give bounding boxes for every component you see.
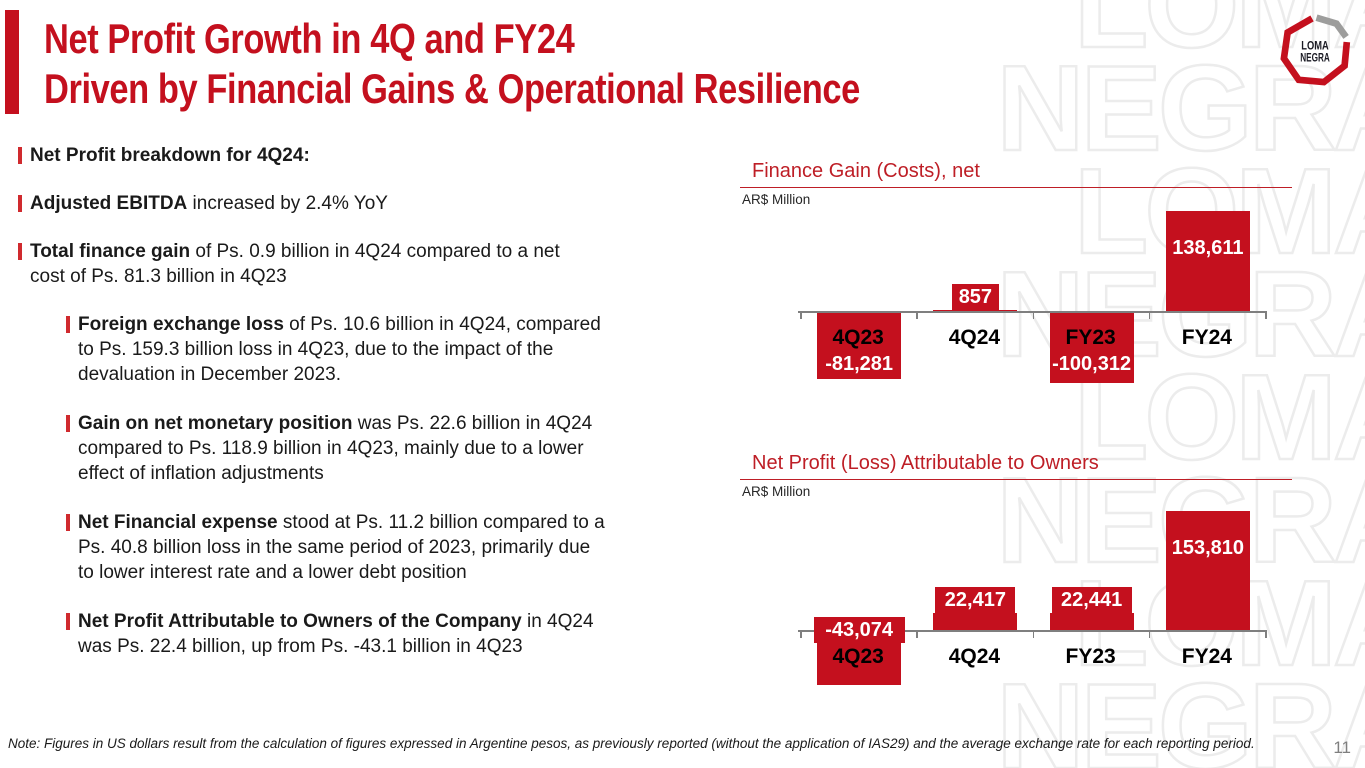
category-label-FY23: FY23 <box>1065 326 1116 349</box>
bullet-marker <box>66 316 70 333</box>
chart-net-profit: Net Profit (Loss) Attributable to Owners… <box>740 447 1292 702</box>
category-label-FY23: FY23 <box>1065 645 1116 668</box>
bullet-text: Net Profit breakdown for 4Q24: <box>30 145 310 166</box>
axis-tick <box>800 312 802 319</box>
category-label-FY24: FY24 <box>1181 326 1232 349</box>
chart-title-underline <box>740 479 1292 480</box>
category-label-4Q23: 4Q23 <box>832 326 884 349</box>
watermark-word: NEGRA <box>995 40 1365 176</box>
bullet-text: Net Financial expense stood at Ps. 11.2 … <box>78 512 605 583</box>
chart-title-underline <box>740 187 1292 188</box>
loma-negra-logo: LOMA NEGRA <box>1280 14 1351 86</box>
axis-tick <box>1148 631 1151 638</box>
chart-plot: -81,281 4Q23 857 4Q24 -100,312 FY23 138,611 FY2… <box>798 155 1267 400</box>
bar-value-label: 22,417 <box>935 586 1016 613</box>
bullet-marker <box>66 613 70 630</box>
bar-value-label: 138,611 <box>1172 237 1244 259</box>
title-line-1: Net Profit Growth in 4Q and FY24 <box>44 15 575 62</box>
logo-text-line1: LOMA <box>1301 39 1329 53</box>
chart-unit-label: AR$ Million <box>742 192 811 207</box>
axis-tick <box>1032 631 1034 638</box>
axis-tick <box>1148 312 1151 319</box>
bar-FY23 <box>1049 311 1134 384</box>
footnote: Note: Figures in US dollars result from … <box>8 736 1255 751</box>
logo-ring-gray <box>1315 14 1349 39</box>
page-title: Net Profit Growth in 4Q and FY24 Driven … <box>44 14 1039 114</box>
chart-unit-label: AR$ Million <box>742 484 811 499</box>
bullet-item: Net Financial expense stood at Ps. 11.2 … <box>66 510 708 585</box>
bullet-text: Adjusted EBITDA increased by 2.4% YoY <box>30 193 388 214</box>
bullet-text: Foreign exchange loss of Ps. 10.6 billio… <box>78 314 601 385</box>
bullet-marker <box>18 195 22 212</box>
logo-text-line2: NEGRA <box>1300 50 1330 64</box>
axis-tick <box>1032 312 1034 319</box>
bar-value-label: -81,281 <box>825 353 894 375</box>
bullet-item: Foreign exchange loss of Ps. 10.6 billio… <box>66 312 708 387</box>
bar-value-label: -100,312 <box>1052 353 1132 375</box>
bullet-list: Net Profit breakdown for 4Q24: Adjusted E… <box>18 143 708 683</box>
bar-FY24 <box>1165 511 1250 630</box>
axis-tick <box>1265 312 1267 319</box>
bullet-item: Net Profit breakdown for 4Q24: <box>18 143 708 168</box>
bullet-item: Adjusted EBITDA increased by 2.4% YoY <box>18 191 708 216</box>
category-label-4Q24: 4Q24 <box>948 326 1001 349</box>
bar-4Q24 <box>933 612 1018 630</box>
axis-tick <box>800 631 802 638</box>
bullet-text: Total finance gain of Ps. 0.9 billion in… <box>30 241 560 287</box>
axis-tick <box>916 312 918 319</box>
bar-4Q24 <box>933 310 1018 312</box>
bar-value-label: 857 <box>951 284 999 311</box>
bar-FY24 <box>1165 211 1250 311</box>
bullet-item: Net Profit Attributable to Owners of the… <box>66 609 708 659</box>
chart-title: Net Profit (Loss) Attributable to Owners <box>752 452 1099 474</box>
chart-title: Finance Gain (Costs), net <box>752 160 980 182</box>
bullet-marker <box>66 514 70 531</box>
bullet-marker <box>66 415 70 432</box>
bar-value-label: 22,441 <box>1051 586 1132 613</box>
category-label-FY24: FY24 <box>1181 645 1232 668</box>
bullet-text: Net Profit Attributable to Owners of the… <box>78 611 594 657</box>
axis-tick <box>1265 631 1267 638</box>
bar-value-label: 153,810 <box>1171 537 1245 559</box>
bullet-text: Gain on net monetary position was Ps. 22… <box>78 413 593 484</box>
page-number: 11 <box>1333 738 1351 757</box>
title-line-2: Driven by Financial Gains & Operational … <box>44 65 860 112</box>
bar-value-label: -43,074 <box>813 617 905 643</box>
chart-finance-gain: Finance Gain (Costs), net AR$ Million -8… <box>740 155 1292 400</box>
bar-FY23 <box>1049 612 1134 630</box>
bar-4Q23 <box>817 311 902 379</box>
chart-plot: -43,074 4Q23 22,417 4Q24 22,441 FY23 153,810 FY… <box>798 447 1267 702</box>
watermark-word: LOMA <box>1073 0 1365 73</box>
bullet-marker <box>18 243 22 260</box>
bullet-item: Total finance gain of Ps. 0.9 billion in… <box>18 239 708 289</box>
title-accent-bar <box>5 10 19 114</box>
category-label-4Q24: 4Q24 <box>948 645 1001 668</box>
axis-tick <box>916 631 918 638</box>
x-axis <box>798 630 1267 632</box>
watermark-word: NEGRA <box>995 658 1365 768</box>
category-label-4Q23: 4Q23 <box>832 645 884 668</box>
bullet-item: Gain on net monetary position was Ps. 22… <box>66 411 708 486</box>
x-axis <box>798 311 1267 313</box>
logo-ring-red <box>1280 15 1351 86</box>
bullet-marker <box>18 147 22 164</box>
